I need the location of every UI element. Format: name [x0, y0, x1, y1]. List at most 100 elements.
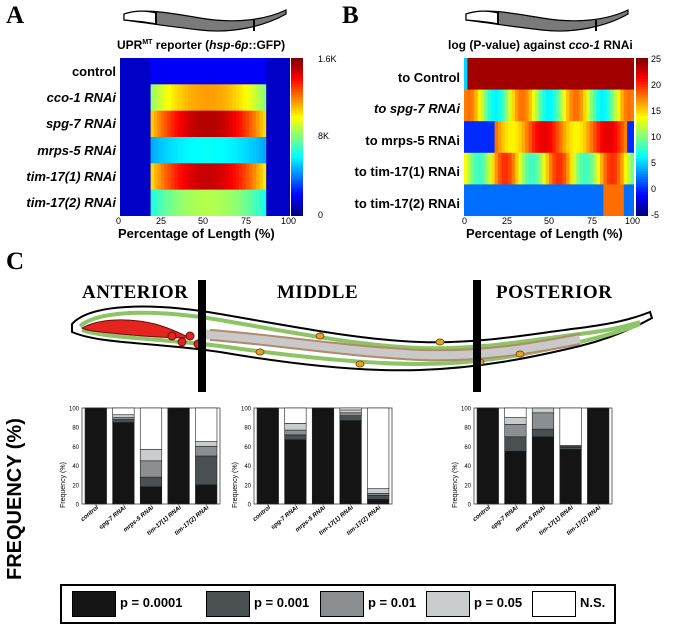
bar-ytick-label: 40: [72, 464, 79, 470]
heatmap-b-cell: [484, 184, 489, 216]
heatmap-a-cell: [201, 84, 206, 112]
colorbar-b-tick-15: 15: [651, 106, 662, 116]
heatmap-b-cell: [566, 152, 570, 185]
colorbar-cell: [636, 65, 648, 70]
heatmap-a-cell: [157, 84, 162, 112]
heatmap-a-cell: [211, 189, 216, 216]
heatmap-a-cell: [167, 58, 172, 85]
heatmap-a-cell: [188, 137, 192, 164]
heatmap-b-cell: [481, 152, 485, 185]
heatmap-a-cell: [184, 137, 189, 164]
heatmap-b-cell: [589, 184, 594, 216]
heatmap-a-cell: [191, 137, 196, 164]
heatmap-a-cell: [273, 110, 277, 138]
heatmap-b-cell: [545, 121, 550, 154]
heatmap-a-cell: [242, 189, 247, 216]
bar-ytick-label: 40: [464, 464, 471, 470]
heatmap-a-cell: [143, 84, 148, 112]
heatmap-a-cell: [201, 163, 206, 191]
heatmap-a-cell: [198, 137, 203, 164]
heatmap-b-cell: [603, 89, 608, 122]
colorbar-cell: [291, 137, 303, 141]
heatmap-a-title: UPRMT reporter (hsp-6p::GFP): [117, 38, 286, 52]
bar-segment: [504, 436, 527, 452]
heatmap-b-cell: [552, 152, 557, 185]
bar-segment: [559, 448, 582, 505]
anterior-small-ylabel: Frequency (%): [60, 462, 67, 508]
heatmap-b-cell: [549, 184, 553, 216]
bar-segment: [367, 495, 390, 500]
heatmap-a-cell: [239, 163, 243, 191]
heatmap-b-cell: [596, 184, 601, 216]
row-label-control: control: [71, 64, 116, 79]
heatmap-b-cell: [555, 58, 560, 91]
heatmap-a-cell: [256, 137, 260, 164]
heatmap-a-cell: [235, 189, 240, 216]
colorbar-cell: [636, 129, 648, 133]
heatmap-a-cell: [130, 189, 135, 216]
heatmap-b-cell: [487, 152, 492, 185]
heatmap-a-cell: [232, 189, 237, 216]
heatmap-a-cell: [120, 137, 124, 164]
bar-segment: [284, 407, 307, 424]
colorbar-b-tick-5: 5: [651, 158, 657, 168]
heatmap-b-cell: [569, 89, 574, 122]
heatmap-a-cell: [225, 110, 230, 138]
heatmap-a-cell: [181, 84, 186, 112]
heatmap-a-cell: [177, 137, 182, 164]
heatmap-a-cell: [222, 163, 226, 191]
heatmap-b-cell: [576, 58, 581, 91]
heatmap-a-cell: [143, 58, 148, 85]
bar-segment: [195, 446, 218, 457]
heatmap-a-cell: [262, 58, 267, 85]
heatmap-b-cell: [545, 89, 550, 122]
heatmap-b-cell: [528, 121, 533, 154]
heatmap-a-cell: [249, 58, 254, 85]
colorbar-b: [636, 58, 648, 216]
heatmap-b-cell: [501, 184, 506, 216]
bar-ytick-label: 80: [72, 426, 79, 432]
heatmap-a-cell: [174, 189, 179, 216]
heatmap-b-cell: [600, 58, 604, 91]
heatmap-b-cell: [600, 121, 604, 154]
heatmap-a-cell: [130, 163, 135, 191]
heatmap-a-cell: [286, 189, 290, 216]
heatmap-b-cell: [521, 184, 526, 216]
bar-ytick-label: 0: [248, 503, 252, 509]
heatmap-b-cell: [525, 89, 530, 122]
heatmap-b-cell: [532, 58, 536, 91]
heatmap-b-cell: [491, 184, 496, 216]
heatmap-b-cell: [501, 58, 506, 91]
colorbar-cell: [291, 81, 303, 85]
colorbar-cell: [291, 173, 303, 177]
heatmap-a-cell: [164, 110, 169, 138]
heatmap-b-cell: [498, 89, 502, 122]
heatmap-a-cell: [154, 163, 158, 191]
heatmap-a-cell: [181, 110, 186, 138]
heatmap-a-cell: [140, 84, 145, 112]
heatmap-a-cell: [245, 84, 250, 112]
heatmap-b-cell: [498, 58, 502, 91]
heatmap-b-cell: [589, 89, 594, 122]
heatmap-b-cell: [576, 121, 581, 154]
heatmap-b-cell: [542, 184, 547, 216]
heatmap-b-cell: [545, 58, 550, 91]
heatmap-a-cell: [276, 137, 281, 164]
heatmap-a-cell: [160, 84, 165, 112]
heatmap-a-cell: [184, 58, 189, 85]
heatmap-b-cell: [498, 121, 502, 154]
worm-schematic-b: [465, 9, 629, 32]
heatmap-a-cell: [266, 137, 271, 164]
heatmap-b-cell: [617, 58, 621, 91]
colorbar-b-tick-10: 10: [651, 132, 662, 142]
heatmap-b-cell: [549, 89, 553, 122]
heatmap-a-cell: [269, 110, 274, 138]
colorbar-cell: [636, 71, 648, 75]
colorbar-cell: [636, 187, 648, 191]
colorbar-cell: [636, 158, 648, 162]
heatmap-a-cell: [150, 189, 155, 216]
heatmap-a-cell: [256, 189, 260, 216]
legend-label-2: p = 0.01: [368, 595, 417, 610]
heatmap-b-cell: [593, 121, 598, 154]
bar-segment: [531, 428, 555, 438]
